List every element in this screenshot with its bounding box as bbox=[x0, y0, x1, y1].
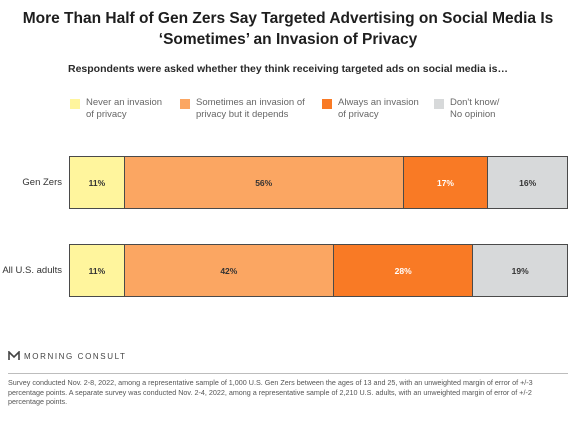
legend-swatch bbox=[70, 99, 80, 109]
category-label: Gen Zers bbox=[22, 176, 62, 188]
bar-segment: 19% bbox=[472, 244, 568, 297]
legend-label: Always an invasion of privacy bbox=[338, 97, 419, 120]
footnote: Survey conducted Nov. 2-8, 2022, among a… bbox=[8, 378, 533, 406]
bar-segment: 17% bbox=[402, 156, 489, 209]
legend-item-3: Don't know/ No opinion bbox=[434, 97, 499, 121]
legend-label: Don't know/ No opinion bbox=[450, 97, 500, 120]
chart-title: More Than Half of Gen Zers Say Targeted … bbox=[22, 10, 554, 48]
data-label: 17% bbox=[436, 177, 454, 188]
morning-consult-logo-icon bbox=[8, 351, 20, 360]
bar-segment: 11% bbox=[69, 156, 125, 209]
legend-swatch bbox=[180, 99, 190, 109]
legend: Never an invasion of privacy Sometimes an… bbox=[0, 97, 576, 127]
legend-item-1: Sometimes an invasion of privacy but it … bbox=[180, 97, 305, 121]
legend-label: Never an invasion of privacy bbox=[86, 97, 163, 120]
brand-logo: MORNING CONSULT bbox=[8, 351, 127, 361]
data-label: 11% bbox=[88, 177, 106, 188]
data-label: 16% bbox=[519, 177, 537, 188]
data-label: 56% bbox=[255, 177, 273, 188]
bar-segment: 56% bbox=[123, 156, 404, 209]
data-label: 42% bbox=[220, 265, 238, 276]
chart-subtitle: Respondents were asked whether they thin… bbox=[68, 63, 508, 75]
data-label: 28% bbox=[394, 265, 412, 276]
legend-item-0: Never an invasion of privacy bbox=[70, 97, 162, 121]
legend-item-2: Always an invasion of privacy bbox=[322, 97, 419, 121]
legend-swatch bbox=[322, 99, 332, 109]
bar-segment: 28% bbox=[332, 244, 474, 297]
brand-name: MORNING CONSULT bbox=[24, 351, 127, 361]
legend-swatch bbox=[434, 99, 444, 109]
bar-segment: 42% bbox=[123, 244, 334, 297]
data-label: 19% bbox=[511, 265, 529, 276]
bar-segment: 11% bbox=[69, 244, 125, 297]
data-label: 11% bbox=[88, 265, 106, 276]
legend-label: Sometimes an invasion of privacy but it … bbox=[196, 97, 305, 120]
footer-divider bbox=[8, 373, 568, 374]
bar-segment: 16% bbox=[487, 156, 568, 209]
category-label: All U.S. adults bbox=[2, 264, 62, 276]
